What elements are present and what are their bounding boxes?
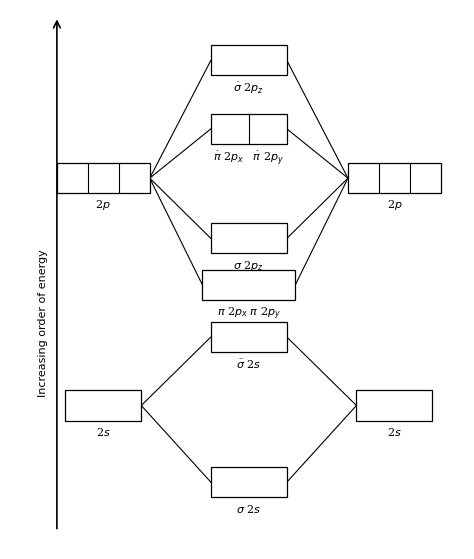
Text: $\sigma$ 2$p_z$: $\sigma$ 2$p_z$ [233,259,264,273]
Bar [348,163,441,193]
Text: 2$p$: 2$p$ [387,198,402,212]
Text: $\dot{\sigma}$ 2$p_z$: $\dot{\sigma}$ 2$p_z$ [233,80,264,96]
Text: Increasing order of energy: Increasing order of energy [38,249,48,397]
Bar [356,390,432,420]
Text: 2$s$: 2$s$ [387,426,401,438]
Bar [211,114,287,144]
Bar [211,45,287,75]
Text: $\ddot{\sigma}$ 2$s$: $\ddot{\sigma}$ 2$s$ [236,357,262,371]
Text: $\dot{\pi}$ 2$p_x$   $\dot{\pi}$ 2$p_y$: $\dot{\pi}$ 2$p_x$ $\dot{\pi}$ 2$p_y$ [213,149,284,167]
Bar [211,467,287,498]
Bar [211,224,287,253]
Bar [57,163,150,193]
Bar [65,390,141,420]
Text: 2$p$: 2$p$ [95,198,111,212]
Text: 2$s$: 2$s$ [96,426,110,438]
Bar [211,322,287,352]
Text: $\sigma$ 2$s$: $\sigma$ 2$s$ [236,503,262,514]
Text: $\pi$ 2$p_x$ $\pi$ 2$p_y$: $\pi$ 2$p_x$ $\pi$ 2$p_y$ [217,305,281,321]
Bar [202,270,295,300]
